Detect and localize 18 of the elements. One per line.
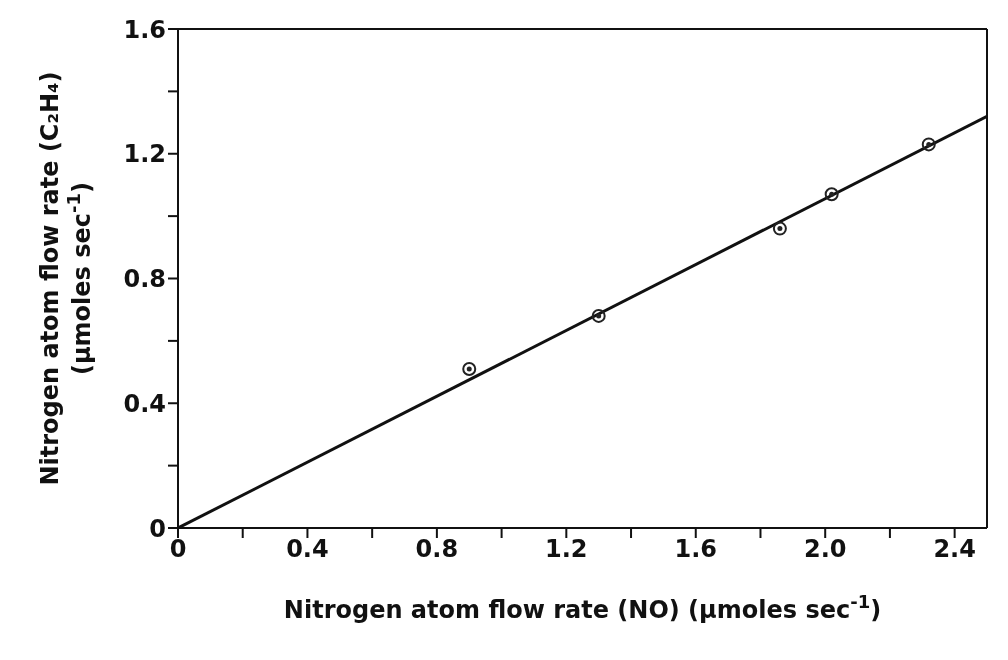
point [591,308,606,323]
point [462,361,477,376]
y-tick-label: 0 [149,514,166,543]
x-tick-label: 0.4 [286,535,329,564]
x-tick-label: 2.4 [933,535,976,564]
point [824,187,839,202]
x-tick-label: 0.8 [415,535,459,564]
y-tick-label: 1.2 [123,140,166,169]
point [772,221,787,236]
x-axis-title: Nitrogen atom flow rate (NO) (μmoles sec$^{-1}$) [283,590,882,624]
x-tick-label: 1.2 [545,535,588,564]
y-tick-label: 0.4 [123,389,166,418]
y-tick-label: 0.8 [123,265,166,294]
y-tick-label: 1.6 [123,15,166,44]
point [921,137,936,152]
x-tick-label: 0 [169,535,187,564]
x-tick-label: 1.6 [674,535,718,564]
x-tick-label: 2.0 [803,535,847,564]
